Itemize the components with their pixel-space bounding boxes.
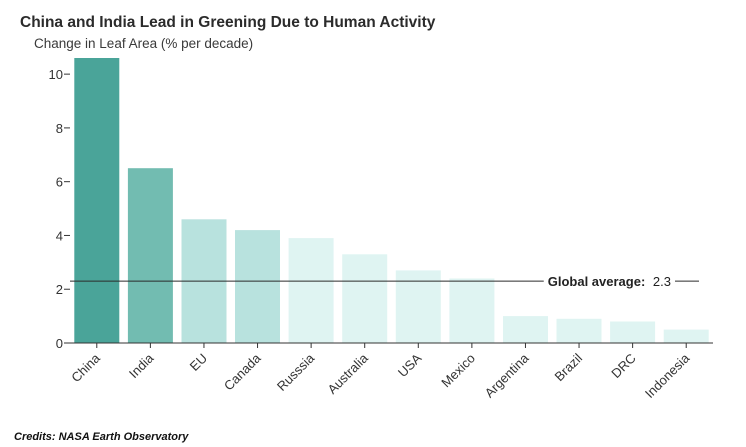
bar-australia — [342, 254, 388, 343]
x-tick-label: Indonesia — [642, 350, 693, 401]
x-axis: China India EU Canada Russsia Australia USA Mex… — [64, 342, 713, 401]
x-tick-label: Argentina — [482, 350, 533, 401]
bar-indonesia — [663, 329, 709, 343]
bar-argentina — [503, 316, 548, 343]
x-tick-label: Russsia — [274, 350, 318, 394]
bar-india — [127, 168, 173, 343]
x-tick-label: India — [126, 350, 157, 381]
global-average-label-background — [543, 275, 675, 288]
global-average-label-value: 2.3 — [653, 274, 671, 289]
y-tick-label: 2 — [56, 282, 63, 297]
chart-subtitle: Change in Leaf Area (% per decade) — [34, 36, 253, 51]
global-average-label-text: Global average: — [548, 274, 646, 289]
y-axis: 0 2 4 6 8 10 — [49, 67, 70, 351]
bar-usa — [395, 270, 441, 343]
bar-china — [74, 58, 120, 343]
bar-russsia — [288, 238, 334, 343]
y-tick-label: 10 — [49, 67, 63, 82]
x-tick-label: Brazil — [552, 350, 586, 384]
credits-text: Credits: NASA Earth Observatory — [14, 431, 189, 443]
global-average-reference: Global average: 2.3 — [70, 274, 699, 289]
y-tick-label: 6 — [56, 175, 63, 190]
y-tick-label: 0 — [56, 336, 63, 351]
bar-drc — [610, 321, 656, 343]
x-tick-label: EU — [187, 351, 210, 374]
bar-mexico — [449, 278, 495, 343]
x-tick-label: Canada — [221, 350, 264, 393]
x-tick-label: DRC — [608, 351, 639, 382]
bar-canada — [235, 230, 280, 343]
x-tick-label: Australia — [324, 350, 371, 397]
x-tick-label: USA — [395, 350, 425, 380]
chart-title: China and India Lead in Greening Due to … — [20, 14, 436, 31]
bars-layer — [74, 58, 709, 343]
x-tick-label: Mexico — [438, 351, 478, 391]
bar-brazil — [556, 318, 602, 343]
y-tick-label: 4 — [56, 228, 63, 243]
global-average-label: Global average: 2.3 — [548, 274, 671, 289]
x-tick-label: China — [68, 350, 103, 385]
y-tick-label: 8 — [56, 121, 63, 136]
